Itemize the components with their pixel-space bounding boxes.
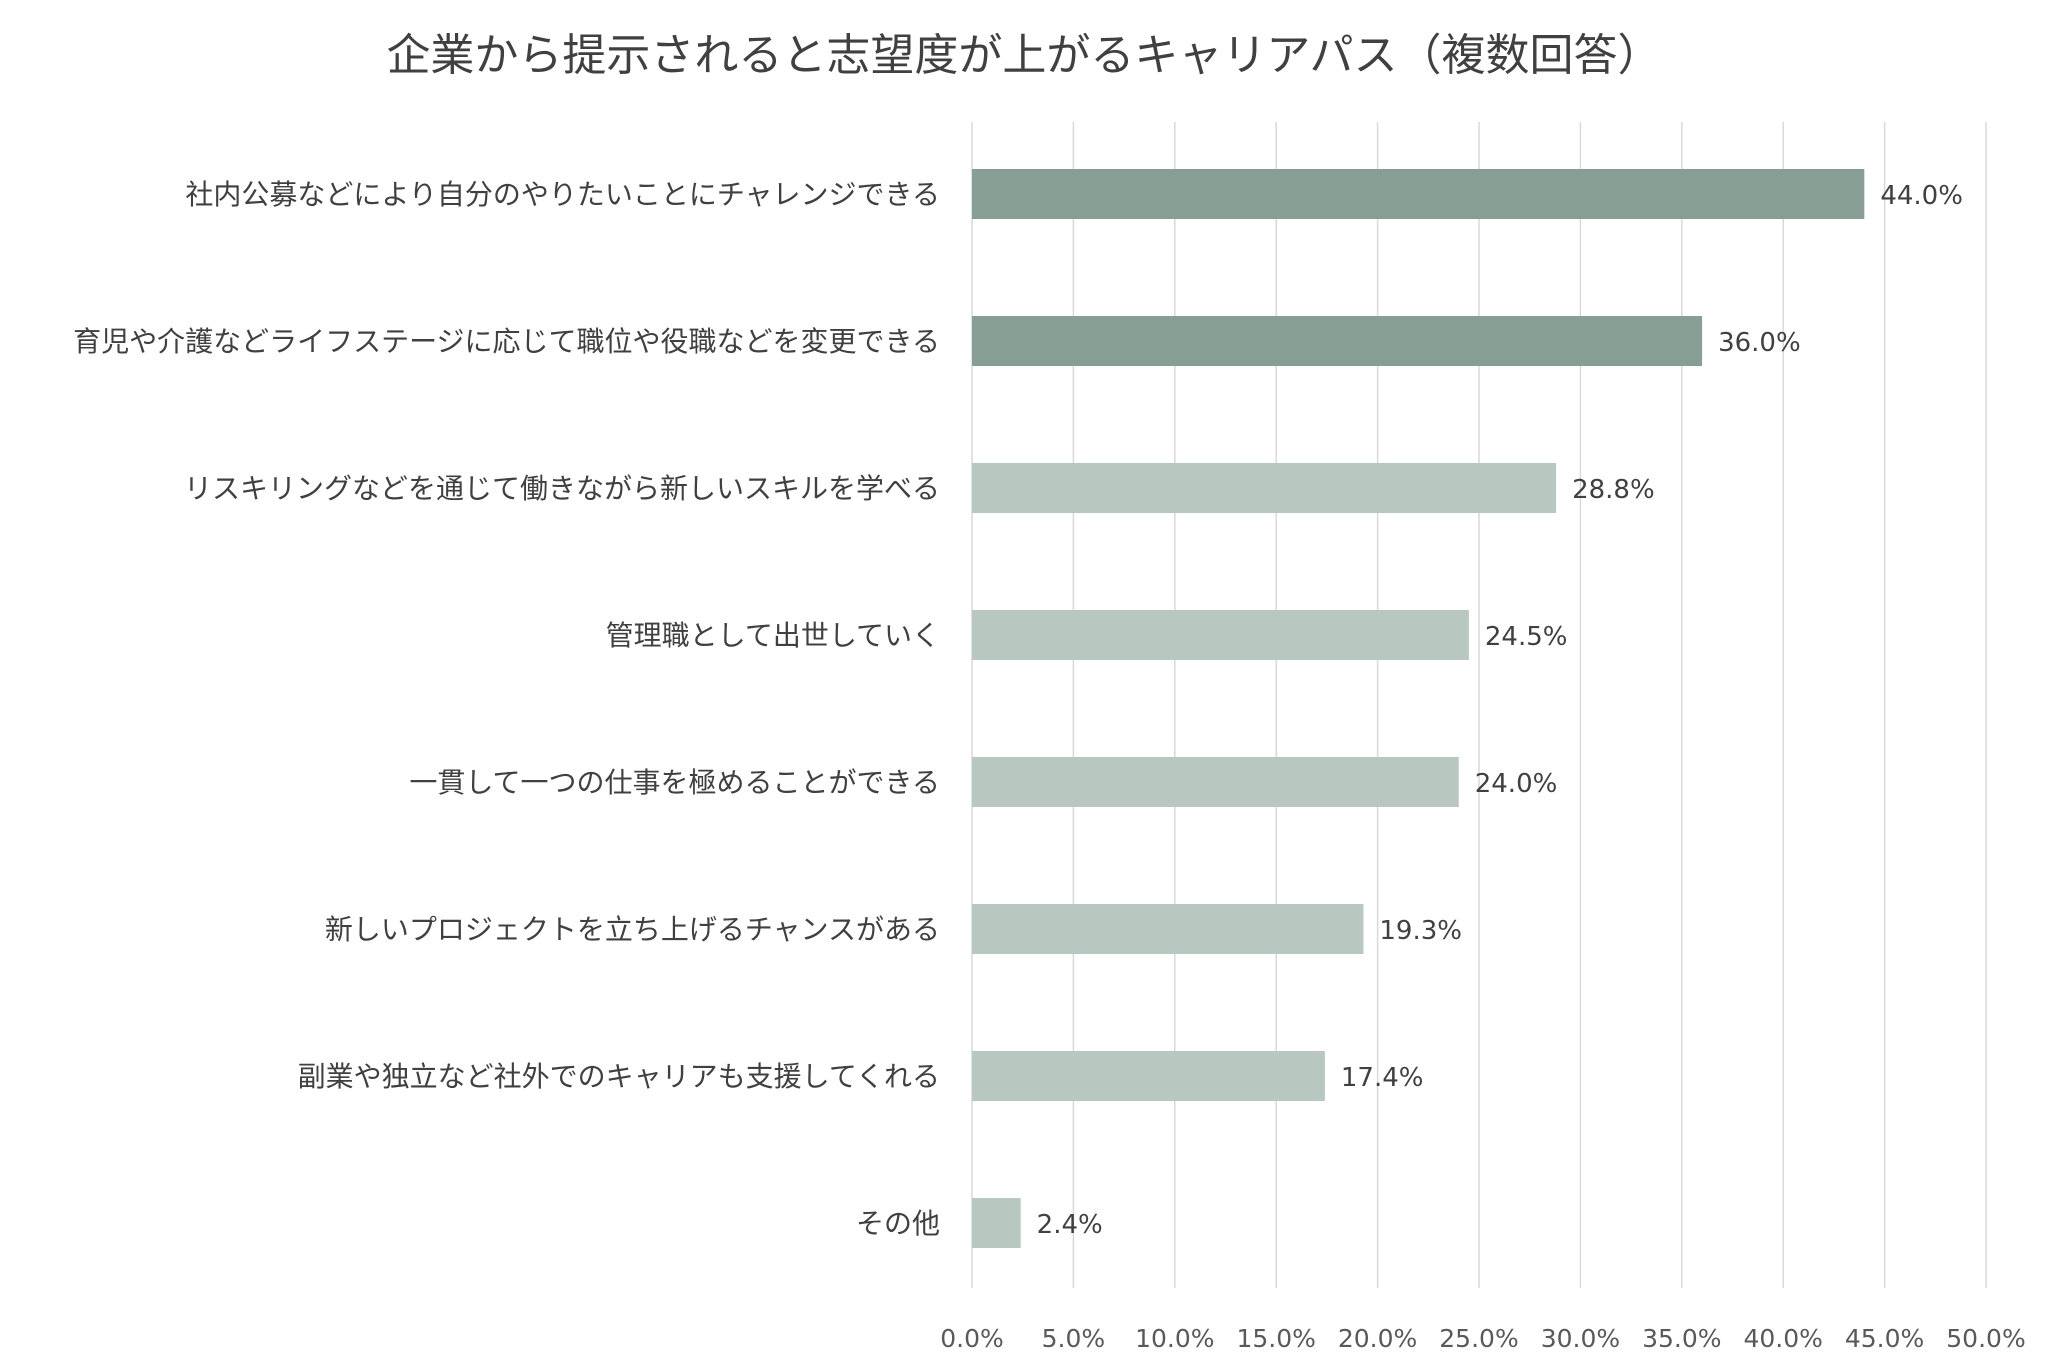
- bar: [972, 463, 1557, 513]
- data-label: 2.4%: [1037, 1210, 1103, 1240]
- category-label: 育児や介護などライフステージに応じて職位や役職などを変更できる: [73, 325, 940, 358]
- x-tick-label: 0.0%: [940, 1324, 1004, 1353]
- category-label: 一貫して一つの仕事を極めることができる: [409, 766, 940, 799]
- bar: [972, 610, 1469, 660]
- bar: [972, 1051, 1325, 1101]
- data-label: 24.0%: [1475, 769, 1558, 799]
- x-tick-label: 35.0%: [1642, 1324, 1721, 1353]
- data-label: 24.5%: [1485, 622, 1568, 652]
- x-tick-label: 45.0%: [1845, 1324, 1924, 1353]
- data-label: 36.0%: [1718, 328, 1801, 358]
- x-tick-label: 50.0%: [1946, 1324, 2025, 1353]
- x-tick-label: 30.0%: [1541, 1324, 1620, 1353]
- data-label: 17.4%: [1341, 1063, 1424, 1093]
- x-tick-label: 10.0%: [1135, 1324, 1214, 1353]
- category-label: 管理職として出世していく: [606, 619, 940, 652]
- bar: [972, 904, 1364, 954]
- tick-layer: 0.0% 5.0% 10.0% 15.0% 20.0% 25.0% 30.0% 35.0% 40…: [940, 1324, 2025, 1353]
- data-label: 19.3%: [1379, 916, 1462, 946]
- bar: [972, 1198, 1021, 1248]
- bar: [972, 757, 1459, 807]
- category-label: 社内公募などにより自分のやりたいことにチャレンジできる: [185, 178, 940, 211]
- category-label: その他: [856, 1207, 940, 1240]
- chart-title: 企業から提示されると志望度が上がるキャリアパス（複数回答）: [386, 30, 1661, 81]
- x-tick-label: 40.0%: [1743, 1324, 1822, 1353]
- bar-layer: [972, 169, 1865, 1248]
- x-tick-label: 25.0%: [1439, 1324, 1518, 1353]
- category-label: 新しいプロジェクトを立ち上げるチャンスがある: [325, 913, 940, 946]
- bar: [972, 316, 1703, 366]
- grid-layer: [971, 122, 1987, 1288]
- x-tick-label: 15.0%: [1236, 1324, 1315, 1353]
- bar: [972, 169, 1865, 219]
- data-label: 28.8%: [1572, 475, 1655, 505]
- x-tick-label: 20.0%: [1338, 1324, 1417, 1353]
- x-tick-label: 5.0%: [1042, 1324, 1106, 1353]
- category-label: 副業や独立など社外でのキャリアも支援してくれる: [298, 1060, 940, 1093]
- category-label: リスキリングなどを通じて働きながら新しいスキルを学べる: [184, 472, 940, 505]
- data-label: 44.0%: [1880, 181, 1963, 211]
- label-layer: 社内公募などにより自分のやりたいことにチャレンジできる 44.0% 育児や介護などラ…: [73, 178, 1963, 1240]
